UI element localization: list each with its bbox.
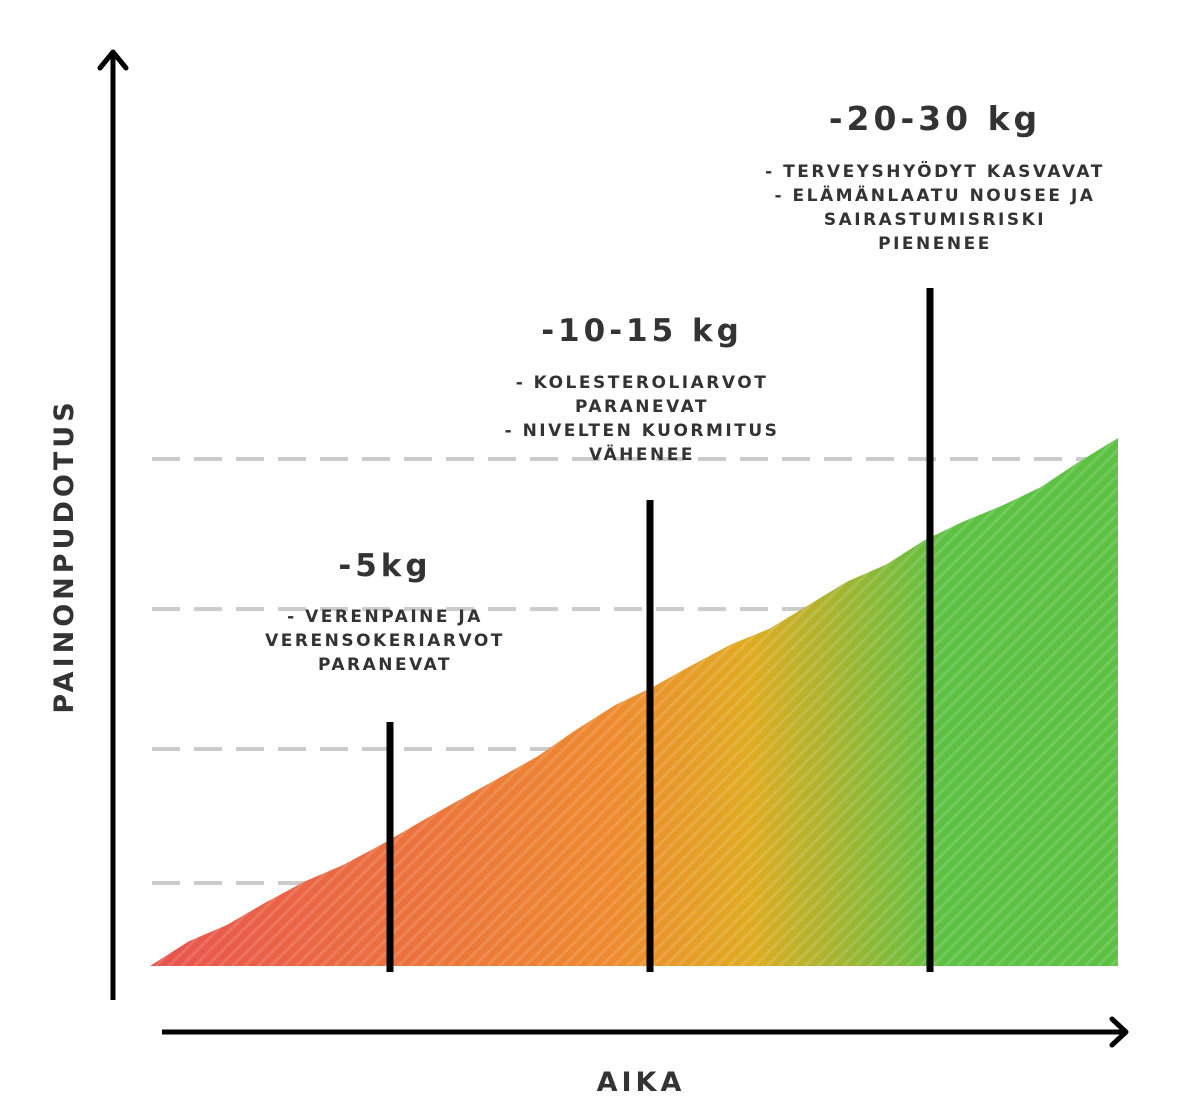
milestone-kg-label: -10-15 kg [541, 313, 743, 349]
milestone-description-line: PIENENEE [878, 234, 992, 254]
milestone-3: -20-30 kg - TERVEYSHYÖDYT KASVAVAT- ELÄMÄ… [765, 99, 1105, 972]
milestone-description-line: VERENSOKERIARVOT [265, 631, 505, 651]
milestone-description-line: - ELÄMÄNLAATU NOUSEE JA [775, 184, 1096, 206]
milestone-description-line: - VERENPAINE JA [287, 607, 483, 627]
milestone-description-line: - KOLESTEROLIARVOT [516, 373, 769, 393]
y-axis [97, 49, 129, 1000]
milestone-kg-label: -20-30 kg [829, 99, 1041, 138]
milestone-1: -5kg - VERENPAINE JA VERENSOKERIARVOT PARAN… [265, 548, 505, 972]
milestones: -5kg - VERENPAINE JA VERENSOKERIARVOT PARAN… [265, 99, 1105, 972]
x-axis-title: AIKA [597, 1067, 686, 1098]
milestone-description-line: PARANEVAT [575, 397, 709, 417]
milestone-2: -10-15 kg - KOLESTEROLIARVOT PARANEVAT - NI… [505, 313, 780, 972]
y-axis-title: PAINONPUDOTUS [49, 398, 80, 713]
milestone-description-line: - TERVEYSHYÖDYT KASVAVAT [765, 160, 1105, 182]
milestone-description-line: - NIVELTEN KUORMITUS [505, 421, 780, 441]
area-stripe-texture [150, 438, 1118, 966]
milestone-description-line: PARANEVAT [318, 655, 452, 675]
milestone-description-line: VÄHENEE [589, 443, 695, 465]
milestone-description-line: SAIRASTUMISRISKI [824, 210, 1046, 230]
milestone-kg-label: -5kg [338, 548, 431, 584]
x-axis [162, 1016, 1129, 1048]
